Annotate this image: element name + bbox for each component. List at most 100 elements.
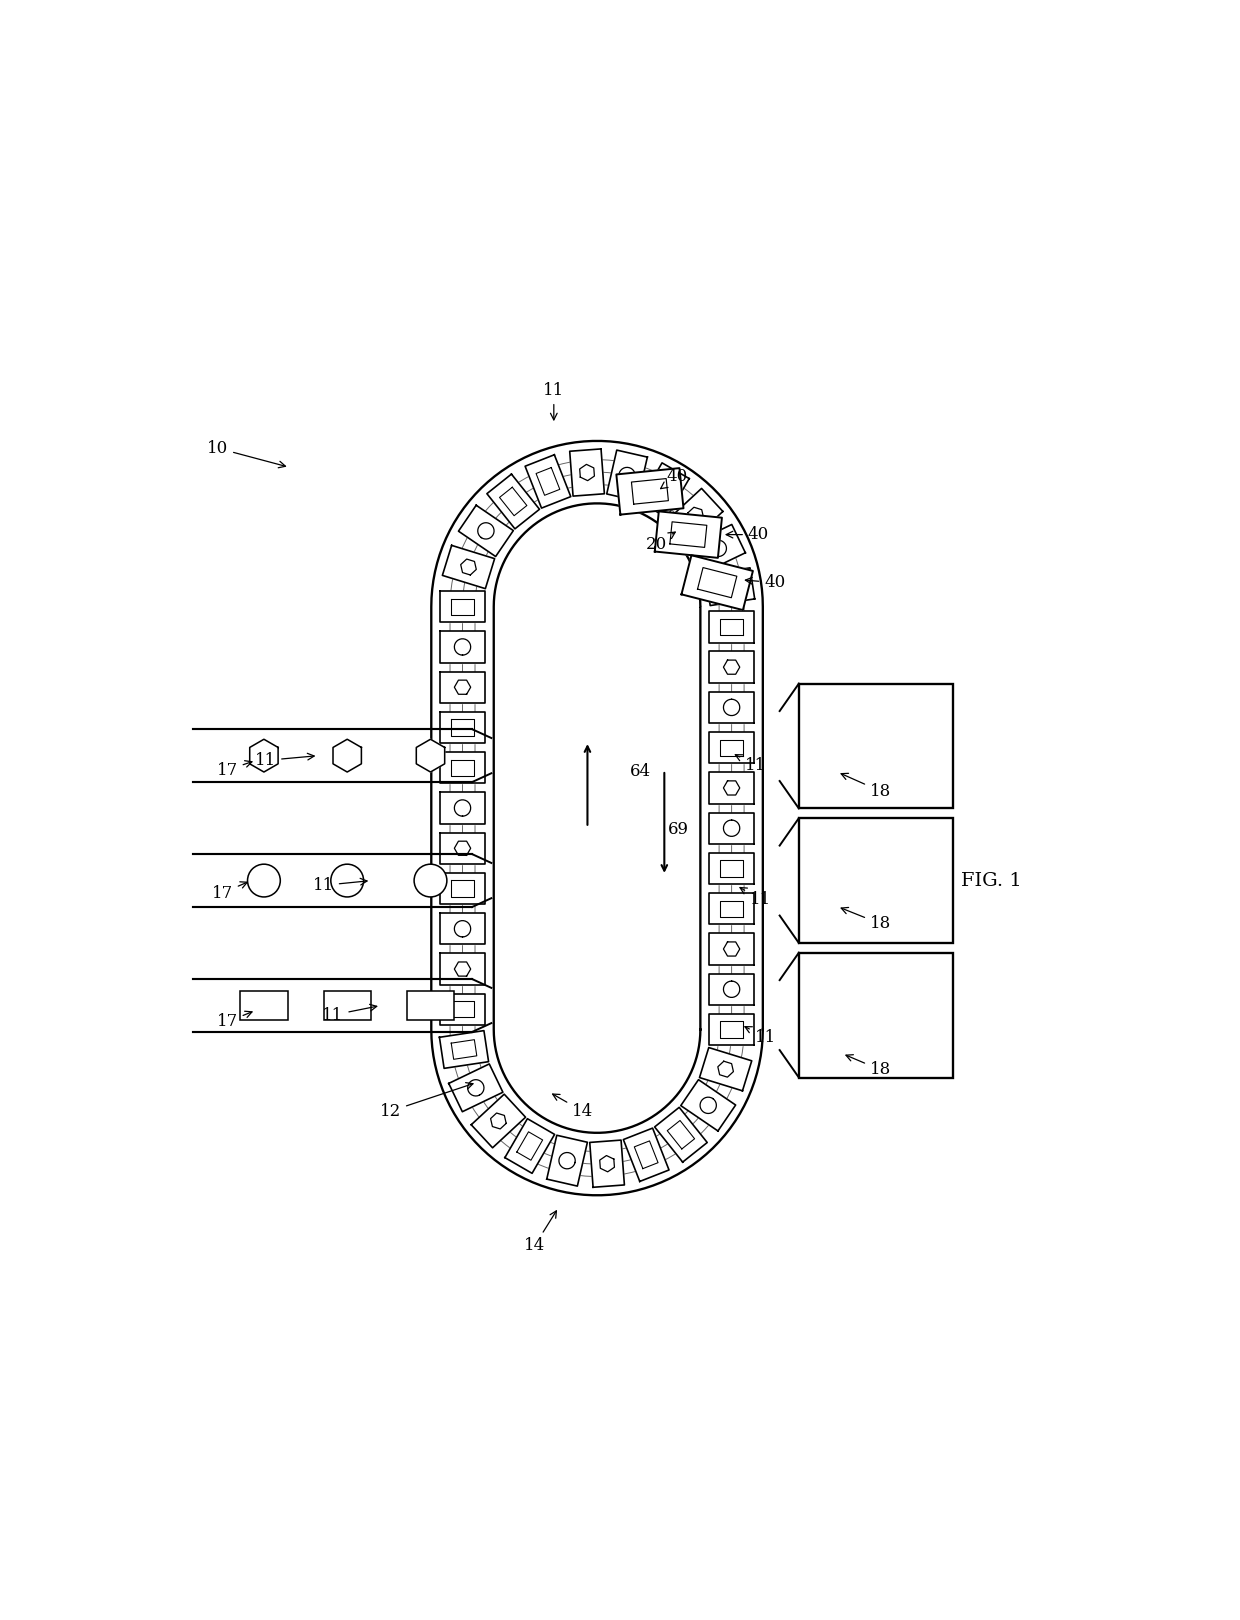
- Polygon shape: [720, 1021, 743, 1038]
- Polygon shape: [440, 873, 485, 904]
- Polygon shape: [624, 1128, 670, 1181]
- Polygon shape: [451, 760, 474, 776]
- Polygon shape: [334, 739, 361, 773]
- Text: 14: 14: [553, 1094, 593, 1119]
- Polygon shape: [487, 475, 539, 528]
- Bar: [241, 991, 288, 1021]
- Bar: [799, 953, 952, 1077]
- Polygon shape: [454, 841, 471, 855]
- Polygon shape: [440, 993, 485, 1025]
- Polygon shape: [547, 1136, 588, 1186]
- Text: 17: 17: [217, 1011, 252, 1030]
- Polygon shape: [467, 1079, 484, 1097]
- Text: 11: 11: [322, 1004, 377, 1024]
- Polygon shape: [723, 659, 740, 674]
- Polygon shape: [723, 700, 740, 716]
- Bar: [324, 991, 371, 1021]
- Polygon shape: [706, 569, 755, 606]
- Polygon shape: [709, 651, 754, 684]
- Polygon shape: [505, 1119, 554, 1173]
- Text: 11: 11: [740, 888, 771, 909]
- Polygon shape: [720, 739, 743, 757]
- Polygon shape: [451, 1040, 477, 1059]
- Text: 20: 20: [646, 531, 676, 552]
- Polygon shape: [440, 914, 485, 944]
- Polygon shape: [723, 941, 740, 956]
- Polygon shape: [709, 974, 754, 1004]
- Bar: [799, 684, 952, 808]
- Polygon shape: [709, 692, 754, 723]
- Polygon shape: [709, 852, 754, 885]
- Polygon shape: [723, 820, 740, 836]
- Polygon shape: [491, 1113, 506, 1129]
- Polygon shape: [590, 1140, 625, 1187]
- Polygon shape: [709, 933, 754, 964]
- Polygon shape: [640, 463, 689, 517]
- Text: 11: 11: [735, 755, 766, 774]
- Polygon shape: [451, 719, 474, 735]
- Polygon shape: [440, 792, 485, 823]
- Polygon shape: [619, 467, 635, 484]
- Circle shape: [248, 863, 280, 897]
- Polygon shape: [709, 732, 754, 763]
- Polygon shape: [709, 893, 754, 925]
- Polygon shape: [709, 1014, 754, 1045]
- Polygon shape: [720, 860, 743, 876]
- Polygon shape: [439, 1030, 489, 1068]
- Polygon shape: [477, 523, 494, 539]
- Text: 17: 17: [217, 761, 252, 779]
- Polygon shape: [655, 1108, 707, 1162]
- Text: 10: 10: [207, 439, 285, 468]
- Polygon shape: [688, 507, 703, 523]
- Text: 11: 11: [745, 1027, 776, 1045]
- Text: 18: 18: [841, 773, 892, 800]
- Text: 11: 11: [543, 382, 564, 420]
- Bar: [799, 818, 952, 943]
- Polygon shape: [440, 752, 485, 784]
- Polygon shape: [579, 465, 594, 481]
- Polygon shape: [699, 1048, 751, 1090]
- Polygon shape: [711, 539, 727, 557]
- Polygon shape: [698, 567, 737, 598]
- Polygon shape: [440, 953, 485, 985]
- Polygon shape: [451, 1001, 474, 1017]
- Polygon shape: [600, 1155, 615, 1171]
- Polygon shape: [651, 476, 677, 504]
- Polygon shape: [720, 901, 743, 917]
- Polygon shape: [417, 739, 445, 773]
- Polygon shape: [440, 833, 485, 863]
- Polygon shape: [525, 455, 570, 509]
- Text: 18: 18: [841, 907, 892, 931]
- Text: FIG. 1: FIG. 1: [961, 872, 1022, 889]
- Bar: [407, 991, 454, 1021]
- Polygon shape: [569, 449, 604, 496]
- Polygon shape: [668, 488, 723, 543]
- Polygon shape: [440, 672, 485, 703]
- Polygon shape: [709, 773, 754, 804]
- Text: 69: 69: [668, 821, 689, 838]
- Text: 64: 64: [630, 763, 651, 781]
- Polygon shape: [709, 813, 754, 844]
- Polygon shape: [559, 1152, 575, 1170]
- Text: 14: 14: [525, 1210, 557, 1254]
- Polygon shape: [720, 619, 743, 635]
- Polygon shape: [440, 632, 485, 663]
- Polygon shape: [454, 962, 471, 977]
- Polygon shape: [616, 468, 683, 515]
- Text: 40: 40: [727, 526, 769, 543]
- Polygon shape: [249, 739, 278, 773]
- Polygon shape: [667, 1121, 694, 1149]
- Polygon shape: [606, 450, 647, 501]
- Polygon shape: [717, 577, 743, 596]
- Polygon shape: [718, 1061, 733, 1077]
- Polygon shape: [723, 781, 740, 795]
- Polygon shape: [454, 800, 471, 816]
- Polygon shape: [517, 1132, 543, 1160]
- Polygon shape: [681, 1079, 735, 1131]
- Text: 11: 11: [255, 752, 314, 770]
- Polygon shape: [449, 1064, 503, 1111]
- Polygon shape: [682, 556, 753, 611]
- Polygon shape: [440, 711, 485, 744]
- Text: 40: 40: [661, 468, 687, 489]
- Polygon shape: [631, 478, 668, 504]
